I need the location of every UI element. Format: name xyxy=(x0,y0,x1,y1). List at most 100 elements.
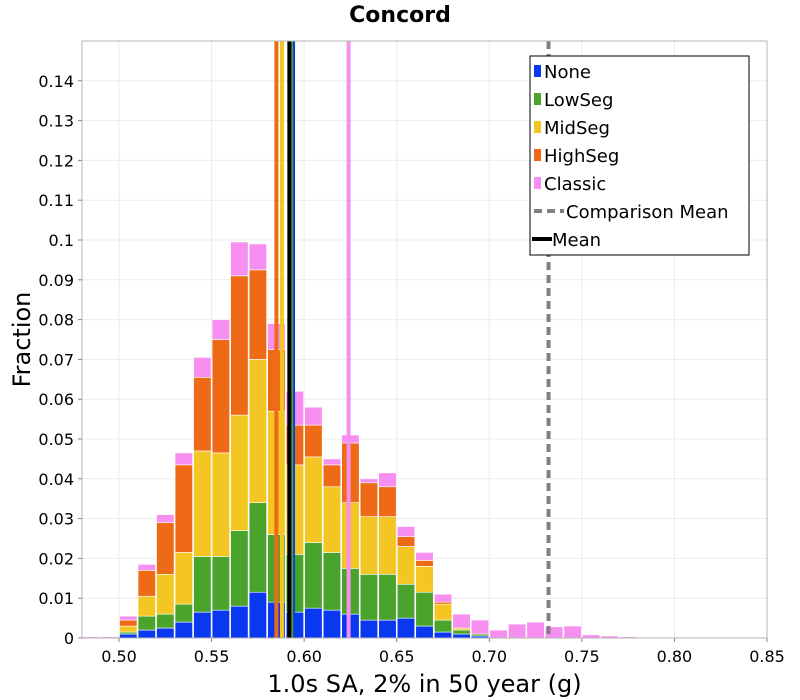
legend-box xyxy=(529,55,750,256)
chart-title: Concord xyxy=(349,3,451,28)
bar-none xyxy=(211,609,230,639)
bar-none xyxy=(378,619,397,639)
bar-classic xyxy=(452,613,471,629)
bar-midseg xyxy=(304,456,323,543)
bar-highseg xyxy=(137,570,156,597)
bar-lowseg xyxy=(248,502,267,593)
y-tick-label: 0.05 xyxy=(38,430,74,449)
bar-midseg xyxy=(230,414,249,531)
bar-highseg xyxy=(415,560,434,567)
bar-highseg xyxy=(322,464,341,488)
legend-label: HighSeg xyxy=(544,146,619,167)
bar-lowseg xyxy=(452,629,471,635)
bar-highseg xyxy=(174,464,193,553)
bar-none xyxy=(137,629,156,639)
x-tick-label: 0.85 xyxy=(749,647,785,666)
plot-border xyxy=(81,40,768,639)
x-tick-label: 0.80 xyxy=(657,647,693,666)
legend-swatch xyxy=(534,121,541,133)
mean-lines xyxy=(274,41,551,638)
y-tick-label: 0.12 xyxy=(38,151,74,170)
bar-lowseg xyxy=(174,603,193,623)
bar-none xyxy=(322,609,341,639)
y-tick-label: 0.11 xyxy=(38,191,74,210)
bar-classic xyxy=(526,621,545,639)
bar-none xyxy=(359,619,379,639)
bar-midseg xyxy=(119,625,138,633)
x-tick-label: 0.60 xyxy=(286,647,322,666)
y-axis-label: Fraction xyxy=(8,292,36,388)
bar-none xyxy=(248,591,267,639)
x-tick-label: 0.50 xyxy=(101,647,137,666)
bar-highseg xyxy=(156,522,175,575)
x-tick-label: 0.55 xyxy=(194,647,230,666)
legend-label: Mean xyxy=(552,230,601,251)
bar-classic xyxy=(174,452,193,466)
x-axis-ticks: 0.50 0.55 0.60 0.65 0.70 0.75 0.80 0.85 xyxy=(101,638,785,666)
legend-label: Comparison Mean xyxy=(566,202,729,223)
bar-none xyxy=(230,605,249,639)
x-tick-label: 0.65 xyxy=(379,647,415,666)
bar-none xyxy=(156,627,175,639)
bar-highseg xyxy=(359,482,379,517)
y-tick-label: 0.08 xyxy=(38,311,74,330)
bar-midseg xyxy=(359,516,379,575)
bar-classic xyxy=(415,552,434,561)
bar-highseg xyxy=(193,377,212,452)
legend-item: Mean xyxy=(532,230,601,251)
bar-midseg xyxy=(211,452,230,557)
bar-midseg xyxy=(193,450,212,557)
bar-classic xyxy=(470,619,490,635)
bar-highseg xyxy=(248,269,267,360)
bar-classic xyxy=(396,526,416,537)
legend-item: MidSeg xyxy=(534,118,610,139)
y-tick-label: 0 xyxy=(64,629,74,648)
legend-swatch xyxy=(534,177,541,189)
y-tick-label: 0.01 xyxy=(38,589,74,608)
bar-classic xyxy=(156,514,175,523)
bar-none xyxy=(304,607,323,639)
bar-classic xyxy=(230,241,249,277)
y-tick-label: 0.14 xyxy=(38,72,74,91)
legend-item: Classic xyxy=(534,174,606,195)
bar-lowseg xyxy=(433,619,453,633)
bar-classic xyxy=(508,623,527,639)
bar-lowseg xyxy=(193,556,212,613)
y-tick-label: 0.06 xyxy=(38,390,74,409)
bar-highseg xyxy=(230,275,249,416)
bar-highseg xyxy=(119,619,138,627)
legend: None LowSeg MidSeg HighSeg Classic Comparison… xyxy=(529,55,750,256)
bar-lowseg xyxy=(322,552,341,611)
bar-none xyxy=(415,625,434,639)
y-tick-label: 0.1 xyxy=(49,231,74,250)
x-tick-label: 0.70 xyxy=(471,647,507,666)
y-tick-label: 0.03 xyxy=(38,510,74,529)
y-tick-label: 0.02 xyxy=(38,549,74,568)
bar-midseg xyxy=(137,595,156,617)
y-tick-label: 0.04 xyxy=(38,470,74,489)
bar-classic xyxy=(322,458,341,466)
bar-highseg xyxy=(378,486,397,517)
bar-lowseg xyxy=(211,556,230,611)
bar-classic xyxy=(378,472,397,488)
bar-midseg xyxy=(322,486,341,553)
legend-swatch xyxy=(534,65,541,77)
bar-classic xyxy=(137,564,156,571)
legend-item: None xyxy=(534,62,591,83)
bar-midseg xyxy=(156,574,175,615)
y-tick-label: 0.13 xyxy=(38,112,74,131)
bar-midseg xyxy=(415,566,434,593)
legend-item: LowSeg xyxy=(534,90,613,111)
bar-none xyxy=(452,633,471,639)
bar-none xyxy=(119,633,138,639)
bar-highseg xyxy=(304,424,323,458)
bar-midseg xyxy=(378,516,397,575)
bar-lowseg xyxy=(230,530,249,607)
bar-classic xyxy=(119,615,138,621)
bar-lowseg xyxy=(137,615,156,631)
bar-midseg xyxy=(174,552,193,605)
bar-lowseg xyxy=(378,574,397,621)
legend-label: MidSeg xyxy=(544,118,610,139)
legend-label: Classic xyxy=(544,174,606,195)
